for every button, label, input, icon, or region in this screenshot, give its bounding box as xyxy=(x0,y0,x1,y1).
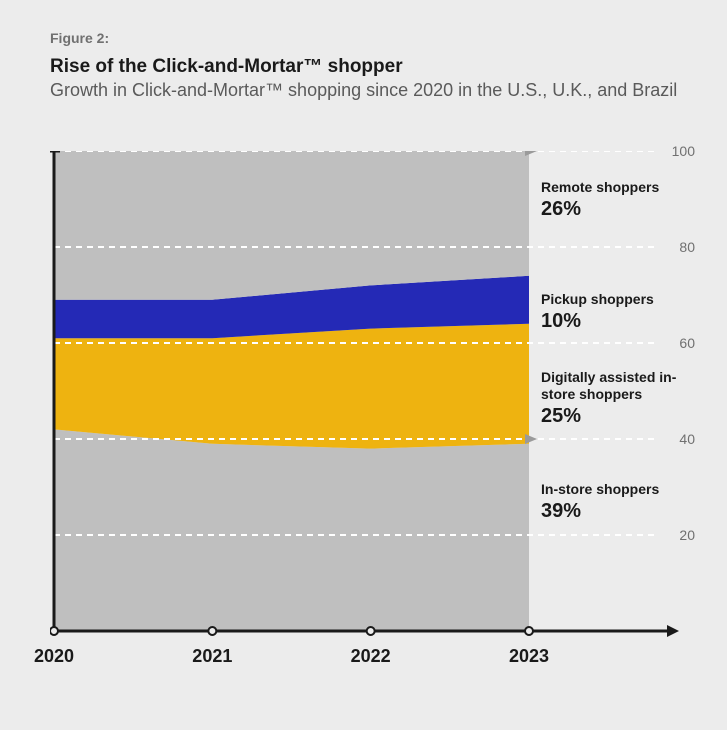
chart-container: 20406080100 2020202120222023 Remote shop… xyxy=(50,151,690,691)
series-name: Digitally assisted in-store shoppers xyxy=(541,369,681,403)
y-tick-label: 80 xyxy=(679,239,695,255)
x-tick-label: 2023 xyxy=(509,646,549,667)
series-percent: 39% xyxy=(541,500,659,523)
y-tick-label: 20 xyxy=(679,527,695,543)
x-tick-label: 2020 xyxy=(34,646,74,667)
series-name: In-store shoppers xyxy=(541,481,659,498)
y-tick-label: 60 xyxy=(679,335,695,351)
series-label-pickup: Pickup shoppers 10% xyxy=(541,291,654,333)
y-tick-label: 40 xyxy=(679,431,695,447)
chart-title: Rise of the Click-and-Mortar™ shopper xyxy=(50,56,687,78)
series-name: Remote shoppers xyxy=(541,179,659,196)
chart-subtitle: Growth in Click-and-Mortar™ shopping sin… xyxy=(50,80,687,101)
series-percent: 10% xyxy=(541,310,654,333)
series-label-in_store: In-store shoppers 39% xyxy=(541,481,659,523)
series-percent: 25% xyxy=(541,405,681,428)
y-tick-label: 100 xyxy=(672,143,695,159)
series-label-digital_assisted: Digitally assisted in-store shoppers25% xyxy=(541,369,681,428)
x-tick-label: 2022 xyxy=(351,646,391,667)
figure-label: Figure 2: xyxy=(50,30,687,46)
x-tick-label: 2021 xyxy=(192,646,232,667)
series-percent: 26% xyxy=(541,198,659,221)
series-name: Pickup shoppers xyxy=(541,291,654,308)
series-label-remote: Remote shoppers 26% xyxy=(541,179,659,221)
